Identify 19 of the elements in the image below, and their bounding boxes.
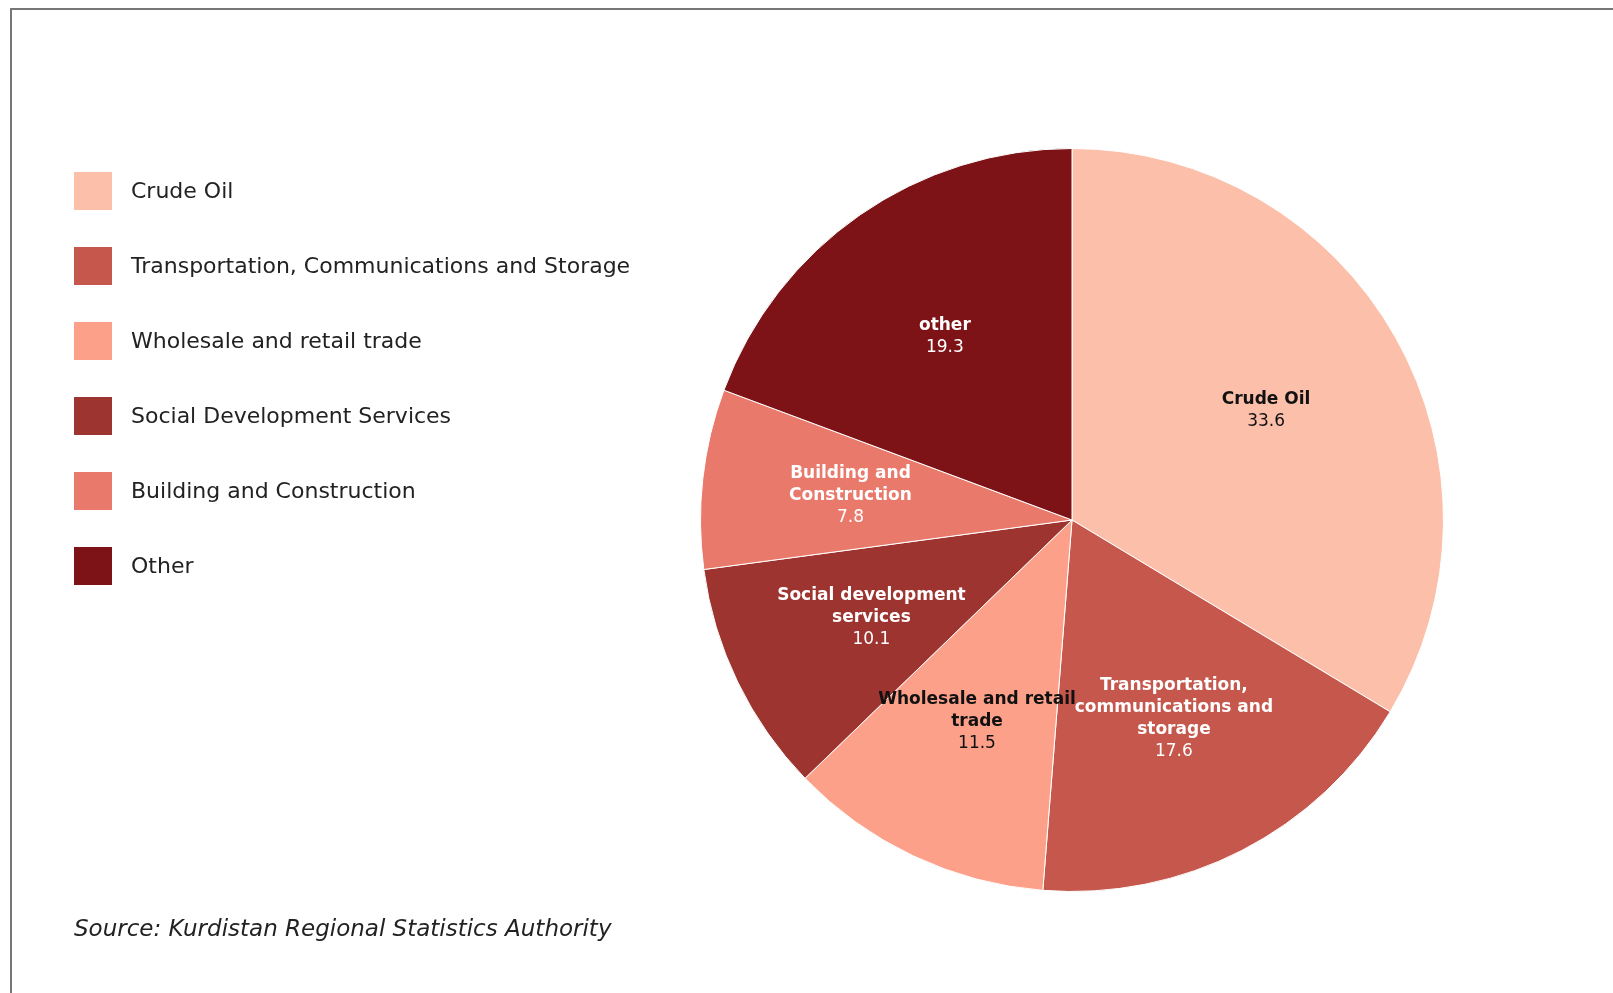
text: other [918, 314, 971, 335]
legend-label: Crude Oil [131, 178, 234, 203]
source-note: Source: Kurdistan Regional Statistics Authority [74, 915, 612, 941]
data-label: 11.5 [958, 732, 996, 753]
legend-label: Building and Construction [131, 478, 416, 503]
legend-label: Wholesale and retail trade [131, 328, 422, 353]
data-label: 33.6 [1247, 409, 1286, 430]
legend-label: Other [131, 553, 194, 578]
legend-label: Social Development Services [131, 403, 452, 428]
data-label: 17.6 [1154, 739, 1193, 760]
slice-label: Building and Construction [789, 461, 912, 504]
data-label: 19.3 [925, 336, 964, 357]
data-label: 10.1 [852, 627, 891, 648]
text: Social development services [777, 583, 966, 626]
text: Transportation, communications and storage [1074, 673, 1274, 738]
slice-label: Crude Oil [1221, 387, 1311, 408]
slice-label: Wholesale and retail trade [878, 688, 1076, 731]
data-label: 7.8 [836, 505, 865, 526]
legend-label: Transportation, Communications and Storage [131, 253, 631, 278]
